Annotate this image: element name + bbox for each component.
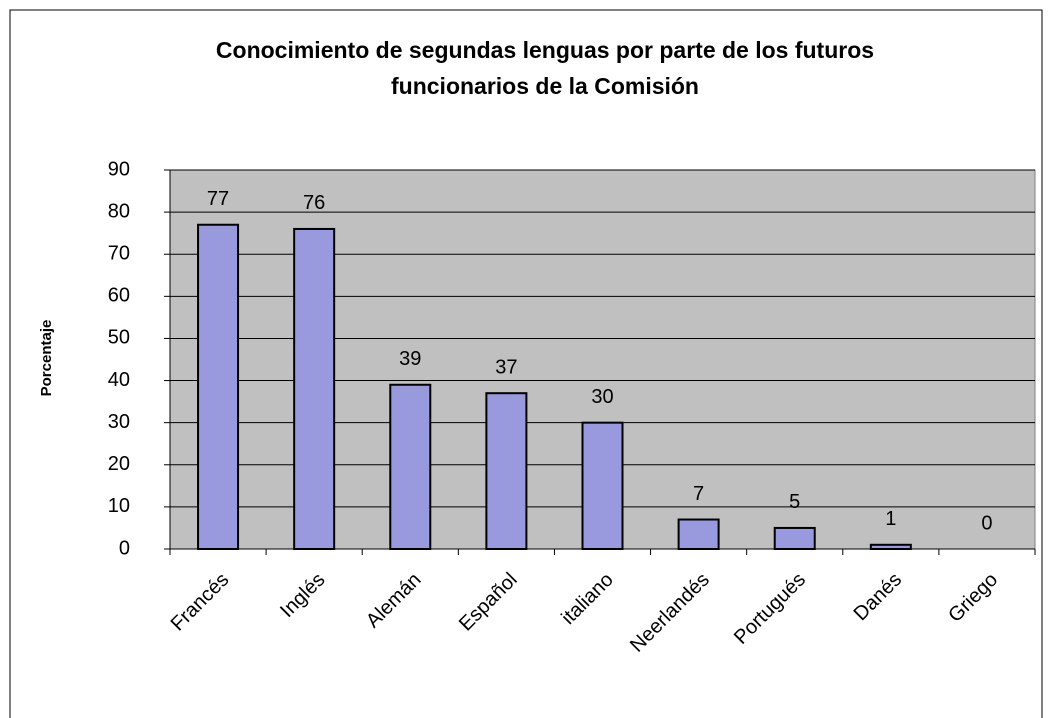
data-label: 1 xyxy=(885,508,896,530)
y-tick-label: 80 xyxy=(108,200,130,222)
y-tick-label: 30 xyxy=(108,411,130,433)
data-label: 7 xyxy=(693,483,704,505)
data-label: 37 xyxy=(495,356,517,378)
chart-title: funcionarios de la Comisión xyxy=(391,73,699,99)
y-axis-label: Porcentaje xyxy=(38,320,55,397)
y-tick-label: 40 xyxy=(108,369,130,391)
bar xyxy=(581,421,624,550)
y-tick-label: 0 xyxy=(119,537,130,559)
y-tick-label: 20 xyxy=(108,453,130,475)
chart-title: Conocimiento de segundas lenguas por par… xyxy=(216,37,874,63)
y-tick-label: 10 xyxy=(108,495,130,517)
data-label: 5 xyxy=(789,491,800,513)
bar xyxy=(773,526,816,551)
y-tick-label: 60 xyxy=(108,285,130,307)
bar xyxy=(389,383,432,550)
data-label: 76 xyxy=(303,192,325,214)
y-tick-label: 70 xyxy=(108,243,130,265)
data-label: 77 xyxy=(207,188,229,210)
bar xyxy=(293,227,336,550)
y-tick-label: 90 xyxy=(108,158,130,180)
y-tick-label: 50 xyxy=(108,327,130,349)
bar xyxy=(197,223,240,550)
bar xyxy=(869,543,912,550)
data-label: 30 xyxy=(591,386,613,408)
bar xyxy=(485,392,528,551)
data-label: 39 xyxy=(399,348,421,370)
bar xyxy=(677,518,720,550)
data-label: 0 xyxy=(981,512,992,534)
